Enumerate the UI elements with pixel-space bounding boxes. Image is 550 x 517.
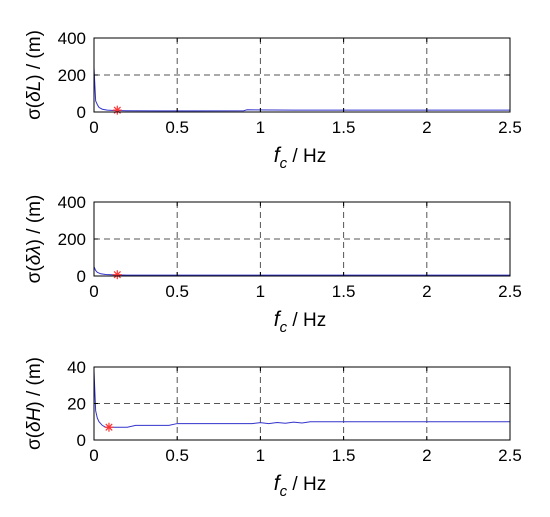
x-tick-label: 0.5 <box>165 282 189 301</box>
x-tick-label: 1.5 <box>332 282 356 301</box>
y-tick-label: 0 <box>77 431 86 450</box>
x-tick-label: 2.5 <box>498 282 522 301</box>
x-axis-label: fc / Hz <box>274 472 326 500</box>
x-axis-symbol: f <box>274 308 282 331</box>
subplot-2: 0 0.5 1 1.5 2 2.5 0 200 400 fc / Hz σ(δλ) / (m) <box>24 193 522 336</box>
y-axis-label-symbol: δλ <box>24 245 45 265</box>
y-axis-label: σ(δL) / (m) <box>24 30 45 120</box>
subplot-3: 0 0.5 1 1.5 2 2.5 0 20 40 fc / Hz σ(δH) / (m) <box>24 357 522 500</box>
y-axis-label-prefix: σ( <box>24 101 45 120</box>
y-tick-label: 0 <box>77 267 86 286</box>
y-tick-label: 400 <box>58 29 86 48</box>
subplot-1: 0 0.5 1 1.5 2 2.5 0 200 400 fc / Hz σ(δL) / (m) <box>24 29 522 172</box>
y-tick-label: 0 <box>77 103 86 122</box>
x-tick-label: 1.5 <box>332 118 356 137</box>
y-tick-label: 200 <box>58 230 86 249</box>
x-axis-unit: / Hz <box>287 146 326 167</box>
x-tick-label: 2 <box>422 446 431 465</box>
x-tick-label: 0 <box>89 282 98 301</box>
y-tick-label: 40 <box>67 358 86 377</box>
y-axis-label-prefix: σ( <box>24 431 45 450</box>
x-tick-label: 0.5 <box>165 118 189 137</box>
x-tick-label: 2.5 <box>498 446 522 465</box>
y-axis-label-unit: ) / (m) <box>24 30 45 81</box>
x-axis-unit: / Hz <box>287 474 326 495</box>
x-tick-label: 1.5 <box>332 446 356 465</box>
x-tick-label: 1 <box>256 282 265 301</box>
series-line <box>93 67 510 112</box>
x-axis-subscript: c <box>280 319 288 336</box>
plot-area <box>94 38 510 112</box>
optimal-marker <box>112 270 122 280</box>
x-axis-label: fc / Hz <box>274 308 326 336</box>
x-tick-label: 2.5 <box>498 118 522 137</box>
x-axis-subscript: c <box>280 483 288 500</box>
x-axis-unit: / Hz <box>287 310 326 331</box>
x-axis-label: fc / Hz <box>274 144 326 172</box>
y-axis-label-unit: ) / (m) <box>24 195 45 246</box>
x-tick-label: 0 <box>89 446 98 465</box>
y-axis-label-prefix: σ( <box>24 265 45 284</box>
y-axis-label-symbol: δH <box>24 407 45 432</box>
x-tick-label: 2 <box>422 282 431 301</box>
optimal-marker <box>112 105 122 115</box>
y-axis-label-symbol: δL <box>24 81 45 102</box>
x-tick-label: 0.5 <box>165 446 189 465</box>
y-axis-label: σ(δH) / (m) <box>24 357 45 450</box>
x-axis-symbol: f <box>274 472 282 495</box>
y-tick-label: 200 <box>58 66 86 85</box>
x-axis-subscript: c <box>280 155 288 172</box>
x-tick-label: 1 <box>256 446 265 465</box>
plot-area <box>94 202 510 276</box>
x-tick-label: 0 <box>89 118 98 137</box>
y-tick-label: 400 <box>58 193 86 212</box>
y-axis-label-unit: ) / (m) <box>24 357 45 408</box>
y-axis-label: σ(δλ) / (m) <box>24 195 45 284</box>
x-axis-symbol: f <box>274 144 282 167</box>
series-line <box>93 370 510 428</box>
optimal-marker <box>104 422 114 432</box>
y-tick-label: 20 <box>67 395 86 414</box>
x-tick-label: 2 <box>422 118 431 137</box>
x-tick-label: 1 <box>256 118 265 137</box>
plot-area <box>94 367 510 440</box>
